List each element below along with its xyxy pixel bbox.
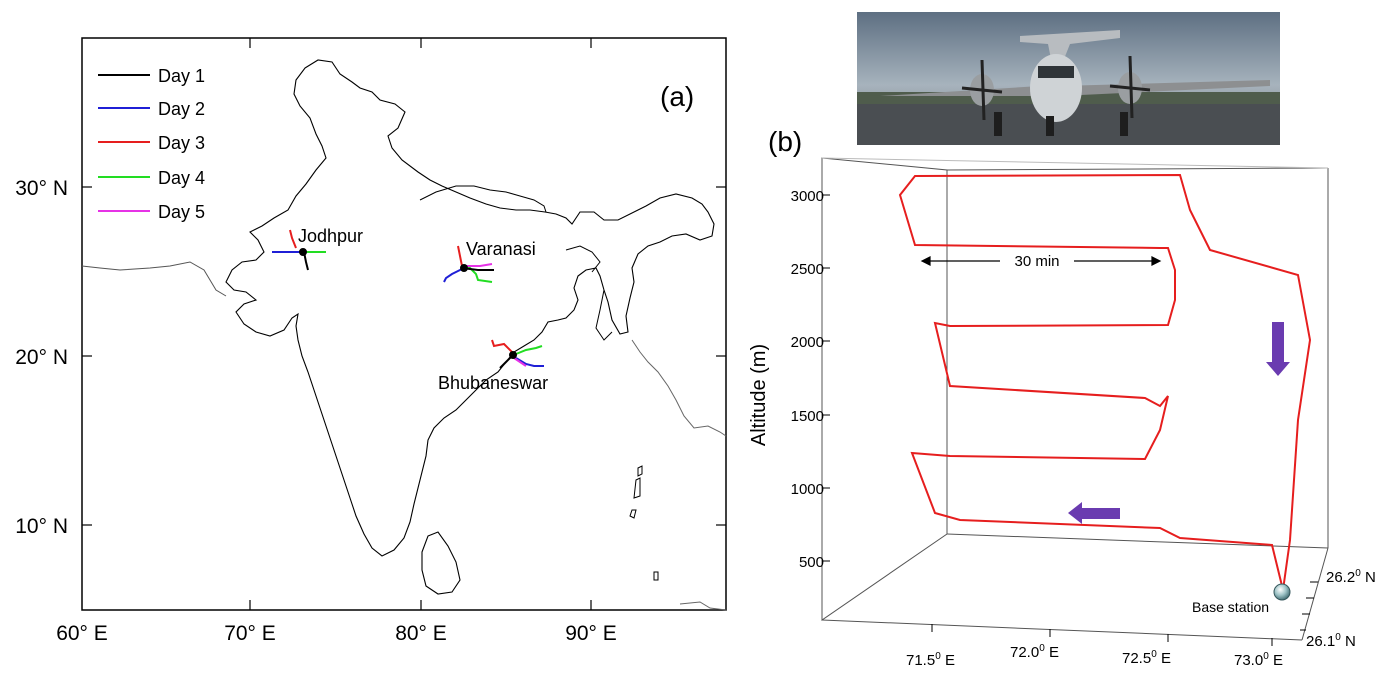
base-station-label: Base station — [1192, 599, 1269, 615]
lat-tick-30: 30° N — [15, 177, 68, 200]
legend-label-day4: Day 4 — [158, 168, 205, 188]
lon-tick-71-5: 71.50 E — [906, 651, 955, 669]
lon-tick-73-0: 73.00 E — [1234, 651, 1283, 669]
varanasi-tracks — [443, 245, 494, 283]
west-border — [81, 261, 227, 297]
site-bhubaneswar: Bhubaneswar — [438, 373, 548, 393]
lon-tick-72-0: 72.00 E — [1010, 643, 1059, 661]
alt-tick-2500: 2500 — [791, 261, 824, 278]
legend-label-day3: Day 3 — [158, 133, 205, 153]
lon-tick-60: 60° E — [56, 622, 108, 645]
track-panel: (b) 3000 2500 2000 1500 1000 500 Altitud… — [748, 126, 1376, 669]
alt-tick-2000: 2000 — [791, 334, 824, 351]
andaman-islands — [629, 465, 659, 581]
map-legend: Day 1 Day 2 Day 3 Day 4 Day 5 — [98, 66, 205, 222]
nepal-outline — [419, 185, 547, 213]
map-panel: 30° N 20° N 10° N 60° E 70° E 80° E 90° … — [15, 37, 727, 645]
aircraft-photo — [857, 12, 1280, 145]
east-border — [631, 339, 727, 437]
flight-track — [898, 173, 1312, 591]
lon-tick-70: 70° E — [224, 622, 276, 645]
site-varanasi: Varanasi — [466, 239, 536, 259]
legend-label-day2: Day 2 — [158, 99, 205, 119]
base-station-marker — [1273, 583, 1291, 601]
lat-tick-26-1: 26.10 N — [1306, 632, 1356, 650]
duration-label: 30 min — [1014, 253, 1059, 270]
alt-tick-1000: 1000 — [791, 481, 824, 498]
lat-tick-20: 20° N — [15, 346, 68, 369]
alt-tick-500: 500 — [799, 554, 824, 571]
site-jodhpur: Jodhpur — [298, 226, 363, 246]
descent-arrow-icon — [1266, 322, 1290, 376]
westward-arrow-icon — [1068, 502, 1120, 524]
jodhpur-tracks — [272, 229, 326, 271]
alt-tick-1500: 1500 — [791, 408, 824, 425]
panel-b-label: (b) — [768, 126, 802, 157]
map-frame — [81, 37, 727, 611]
sri-lanka — [421, 531, 461, 595]
altitude-axis-label: Altitude (m) — [748, 344, 770, 446]
alt-tick-3000: 3000 — [791, 188, 824, 205]
legend-label-day5: Day 5 — [158, 202, 205, 222]
bhutan-bangladesh — [565, 245, 613, 341]
panel-a-label: (a) — [660, 81, 694, 112]
lon-tick-72-5: 72.50 E — [1122, 649, 1171, 667]
map-ticks — [82, 38, 726, 610]
lat-tick-26-2: 26.20 N — [1326, 568, 1376, 586]
duration-marker — [920, 256, 1162, 266]
lon-tick-90: 90° E — [565, 622, 617, 645]
alt-ticks — [822, 194, 830, 562]
india-outline — [225, 59, 715, 557]
lon-tick-80: 80° E — [395, 622, 447, 645]
lon-ticks — [931, 624, 1273, 646]
bhubaneswar-tracks — [491, 339, 544, 369]
plot-box — [821, 157, 1329, 641]
legend-label-day1: Day 1 — [158, 66, 205, 86]
south-east-coast — [679, 601, 727, 611]
lat-tick-10: 10° N — [15, 515, 68, 538]
lat-ticks — [1300, 581, 1318, 631]
